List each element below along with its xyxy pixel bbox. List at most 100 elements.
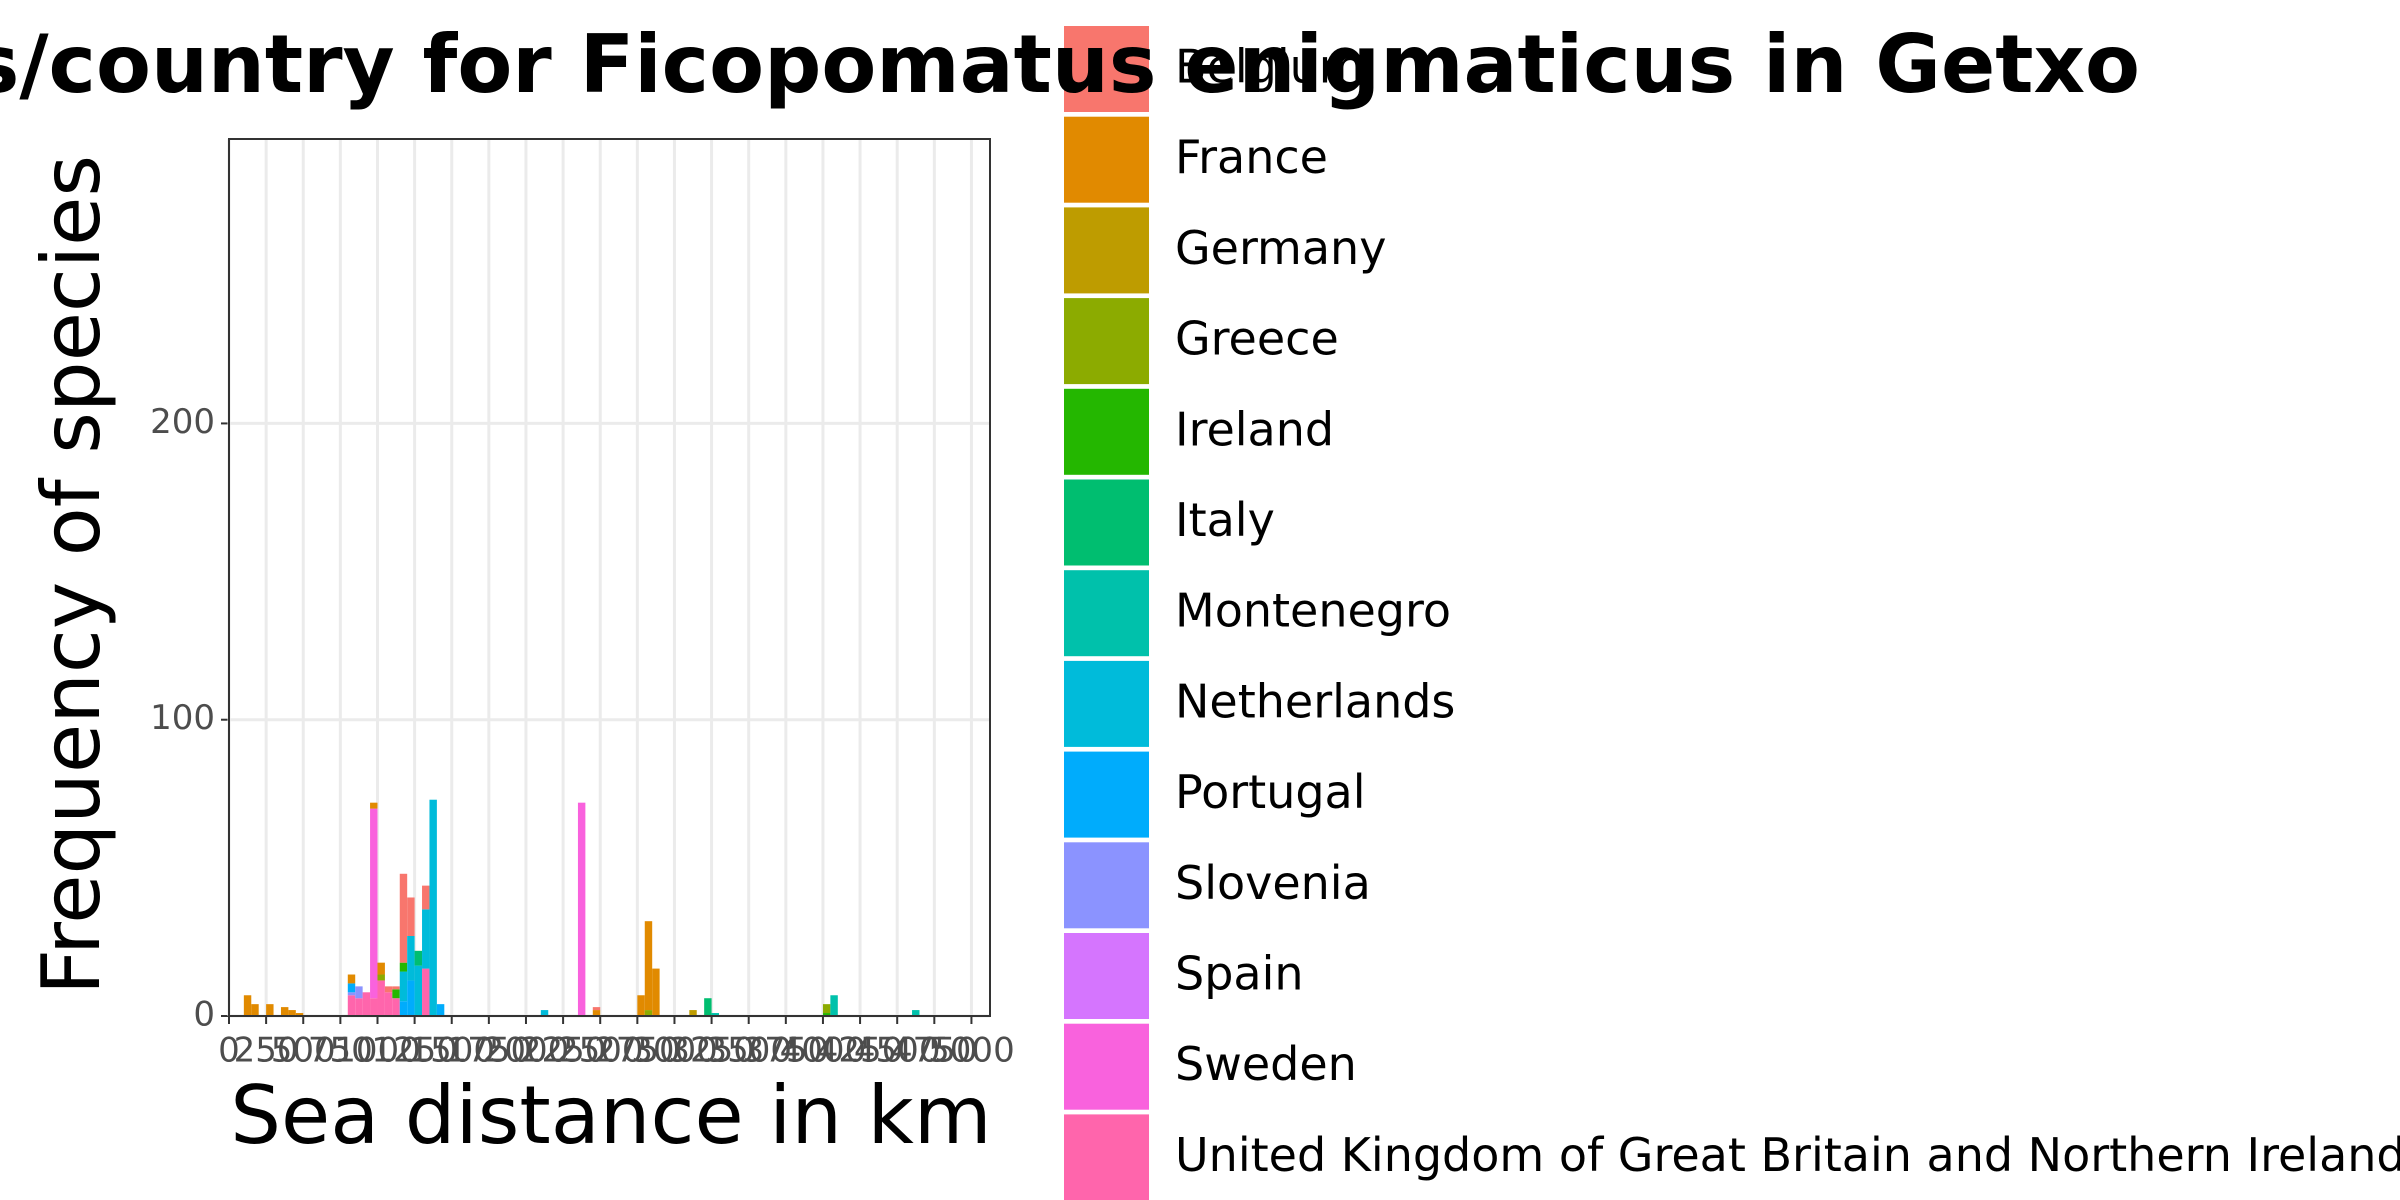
legend-label: Spain: [1175, 947, 1304, 1001]
bar: [384, 986, 393, 993]
x-tick-label: 1000: [334, 1031, 421, 1071]
bar: [407, 980, 415, 1016]
bar: [370, 998, 378, 1016]
x-tick-label: 3250: [668, 1031, 755, 1071]
bar: [347, 995, 356, 1016]
x-tick-label: 2750: [594, 1031, 681, 1071]
bar: [355, 998, 363, 1016]
bar: [355, 986, 363, 999]
legend-key: [1064, 479, 1149, 566]
legend-key: [1064, 116, 1149, 203]
legend-key: [1064, 1023, 1149, 1110]
legend-key: [1064, 388, 1149, 475]
legend-label: United Kingdom of Great Britain and Nort…: [1175, 1128, 2400, 1182]
bar: [399, 962, 408, 972]
legend-label: Netherlands: [1175, 674, 1455, 728]
legend-label: France: [1175, 130, 1328, 184]
legend-key: [1064, 933, 1149, 1019]
legend: Belgium France Germany Greece Ireland Italy Mo…: [1064, 26, 2400, 1200]
panel-border: [228, 138, 991, 1017]
x-tick-label: 750: [308, 1031, 373, 1071]
bar: [429, 799, 437, 1016]
bar: [295, 1013, 304, 1016]
bar: [436, 1004, 445, 1016]
bar: [347, 974, 356, 984]
bar: [251, 1004, 259, 1016]
bar: [912, 1010, 920, 1016]
bar: [370, 802, 378, 809]
bar: [414, 950, 423, 966]
bar: [266, 1004, 274, 1016]
x-tick-label: 1250: [371, 1031, 458, 1071]
x-axis-label: Sea distance in km: [230, 1069, 991, 1162]
bar: [384, 992, 393, 1016]
x-tick-label: 500: [271, 1031, 336, 1071]
bar: [347, 992, 356, 996]
bar: [407, 936, 415, 981]
bar: [652, 968, 660, 1016]
bar: [422, 885, 430, 910]
bar: [577, 802, 586, 1016]
bar: [592, 1010, 601, 1016]
bar: [644, 921, 653, 1011]
bar: [414, 965, 423, 1016]
y-tick-label: 200: [150, 402, 215, 442]
bar: [392, 986, 400, 990]
x-tick-label: 1750: [446, 1031, 533, 1071]
bar: [347, 983, 356, 993]
bar: [822, 1004, 831, 1014]
y-tick-label: 0: [193, 995, 215, 1035]
bar: [422, 968, 430, 1016]
x-tick-label: 4750: [891, 1031, 978, 1071]
bar: [362, 992, 371, 1016]
bar: [704, 998, 712, 1016]
legend-label: Italy: [1175, 493, 1275, 547]
bar: [644, 1010, 653, 1016]
bar: [407, 897, 415, 937]
x-tick-label: 4000: [780, 1031, 867, 1071]
legend-label: Portugal: [1175, 765, 1366, 819]
x-tick-label: 250: [234, 1031, 299, 1071]
x-tick-label: 4250: [817, 1031, 904, 1071]
bar: [377, 962, 385, 975]
legend-key: [1064, 751, 1149, 838]
x-tick-label: 2250: [520, 1031, 607, 1071]
panel-background: [229, 139, 990, 1016]
legend-label: Montenegro: [1175, 584, 1451, 638]
bar: [637, 995, 645, 1016]
x-tick-label: 3000: [631, 1031, 718, 1071]
legend-key: [1064, 1114, 1149, 1200]
bar: [392, 998, 400, 1016]
legend-label: Sweden: [1175, 1037, 1357, 1091]
x-tick-label: 5000: [928, 1031, 1015, 1071]
x-tick-label: 1500: [408, 1031, 495, 1071]
x-tick-label: 2500: [557, 1031, 644, 1071]
bar: [422, 909, 430, 969]
bar: [399, 873, 408, 963]
chart-title: tances/country for Ficopomatus enigmatic…: [0, 18, 2140, 111]
legend-label: Germany: [1175, 221, 1386, 275]
legend-label: Ireland: [1175, 402, 1334, 456]
bar: [392, 989, 400, 999]
bar: [822, 1013, 831, 1016]
x-tick-label: 0: [218, 1031, 240, 1071]
bar: [830, 995, 838, 1016]
x-tick-label: 3750: [743, 1031, 830, 1071]
legend-label: Slovenia: [1175, 856, 1371, 910]
y-tick-label: 100: [150, 698, 215, 738]
legend-key: [1064, 298, 1149, 385]
y-axis-label: Frequency of species: [25, 155, 118, 995]
bar: [399, 1001, 408, 1016]
x-tick-label: 2000: [483, 1031, 570, 1071]
bar: [689, 1010, 697, 1016]
x-tick-label: 3500: [705, 1031, 792, 1071]
plot-area: 0100200025050075010001250150017502000225…: [150, 138, 1015, 1071]
bar: [377, 980, 385, 1016]
bar: [540, 1010, 549, 1016]
legend-label: Belgium: [1175, 40, 1364, 94]
bar: [592, 1007, 601, 1011]
legend-key: [1064, 842, 1149, 929]
legend-key: [1064, 570, 1149, 657]
legend-key: [1064, 660, 1149, 747]
